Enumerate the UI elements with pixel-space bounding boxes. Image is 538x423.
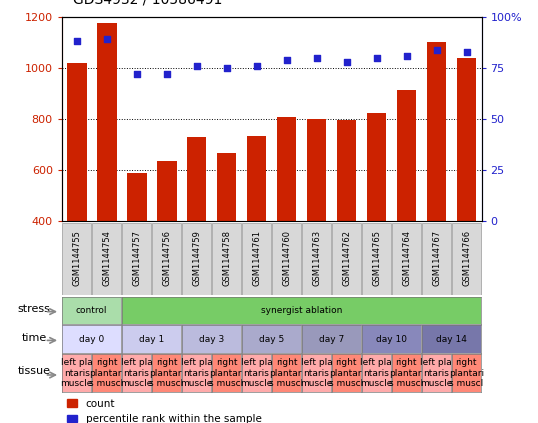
FancyBboxPatch shape [123, 223, 151, 294]
Bar [67, 63, 87, 221]
FancyBboxPatch shape [362, 223, 391, 294]
Bar [157, 161, 176, 221]
Text: day 14: day 14 [436, 335, 466, 343]
Point [313, 55, 321, 61]
Text: GSM1144767: GSM1144767 [432, 230, 441, 286]
Text: day 10: day 10 [376, 335, 407, 343]
Legend: count, percentile rank within the sample: count, percentile rank within the sample [67, 398, 261, 423]
Bar [457, 58, 476, 221]
Text: right
plantari
s muscl: right plantari s muscl [89, 358, 124, 388]
Text: left pla
ntaris
muscle: left pla ntaris muscle [240, 358, 273, 388]
FancyBboxPatch shape [332, 223, 361, 294]
FancyBboxPatch shape [392, 223, 421, 294]
FancyBboxPatch shape [152, 223, 181, 294]
Point [252, 63, 261, 69]
Text: right
plantari
s muscl: right plantari s muscl [149, 358, 184, 388]
Text: tissue: tissue [18, 366, 51, 376]
Point [103, 36, 111, 43]
Text: day 1: day 1 [139, 335, 164, 343]
Point [402, 52, 411, 59]
FancyBboxPatch shape [242, 223, 271, 294]
FancyBboxPatch shape [422, 223, 451, 294]
Text: right
plantari
s muscl: right plantari s muscl [209, 358, 244, 388]
Text: day 3: day 3 [199, 335, 224, 343]
Bar [187, 137, 207, 221]
Text: left pla
ntaris
muscle: left pla ntaris muscle [121, 358, 153, 388]
Text: right
plantari
s muscl: right plantari s muscl [449, 358, 484, 388]
Point [282, 56, 291, 63]
Point [73, 38, 81, 45]
Text: GSM1144754: GSM1144754 [102, 230, 111, 286]
FancyBboxPatch shape [93, 223, 121, 294]
Point [132, 71, 141, 77]
Text: GDS4932 / 10586491: GDS4932 / 10586491 [73, 0, 222, 6]
Text: GSM1144763: GSM1144763 [312, 230, 321, 286]
Text: GSM1144764: GSM1144764 [402, 230, 411, 286]
Text: day 7: day 7 [318, 335, 344, 343]
FancyBboxPatch shape [62, 223, 91, 294]
Point [162, 71, 171, 77]
Text: right
plantari
s muscl: right plantari s muscl [329, 358, 364, 388]
Text: GSM1144762: GSM1144762 [342, 230, 351, 286]
Bar [337, 120, 356, 221]
Bar [277, 117, 296, 221]
Text: left pla
ntaris
muscle: left pla ntaris muscle [60, 358, 93, 388]
FancyBboxPatch shape [452, 223, 481, 294]
FancyBboxPatch shape [302, 223, 331, 294]
FancyBboxPatch shape [213, 223, 241, 294]
Bar [427, 42, 447, 221]
FancyBboxPatch shape [182, 223, 211, 294]
Text: GSM1144755: GSM1144755 [72, 230, 81, 286]
Text: stress: stress [18, 304, 51, 314]
Text: GSM1144759: GSM1144759 [192, 230, 201, 286]
Text: GSM1144765: GSM1144765 [372, 230, 381, 286]
Point [462, 48, 471, 55]
Text: GSM1144761: GSM1144761 [252, 230, 261, 286]
Bar [307, 119, 327, 221]
Text: left pla
ntaris
muscle: left pla ntaris muscle [420, 358, 452, 388]
Point [372, 55, 381, 61]
Text: synergist ablation: synergist ablation [261, 306, 342, 315]
Bar [97, 23, 117, 221]
Text: time: time [22, 332, 47, 343]
FancyBboxPatch shape [272, 223, 301, 294]
Bar [367, 113, 386, 221]
Text: GSM1144756: GSM1144756 [162, 230, 171, 286]
Text: left pla
ntaris
muscle: left pla ntaris muscle [360, 358, 393, 388]
Text: left pla
ntaris
muscle: left pla ntaris muscle [180, 358, 213, 388]
Point [432, 46, 441, 53]
Bar [127, 173, 146, 221]
Text: day 5: day 5 [259, 335, 284, 343]
Text: GSM1144766: GSM1144766 [462, 230, 471, 286]
Text: right
plantari
s muscl: right plantari s muscl [269, 358, 304, 388]
Text: GSM1144757: GSM1144757 [132, 230, 141, 286]
Text: control: control [76, 306, 107, 315]
Point [193, 63, 201, 69]
Text: left pla
ntaris
muscle: left pla ntaris muscle [300, 358, 332, 388]
Text: day 0: day 0 [79, 335, 104, 343]
Text: GSM1144758: GSM1144758 [222, 230, 231, 286]
Point [222, 65, 231, 71]
Bar [247, 136, 266, 221]
Bar [397, 91, 416, 221]
Text: right
plantari
s muscl: right plantari s muscl [389, 358, 424, 388]
Point [342, 58, 351, 65]
Text: GSM1144760: GSM1144760 [282, 230, 291, 286]
Bar [217, 153, 237, 221]
